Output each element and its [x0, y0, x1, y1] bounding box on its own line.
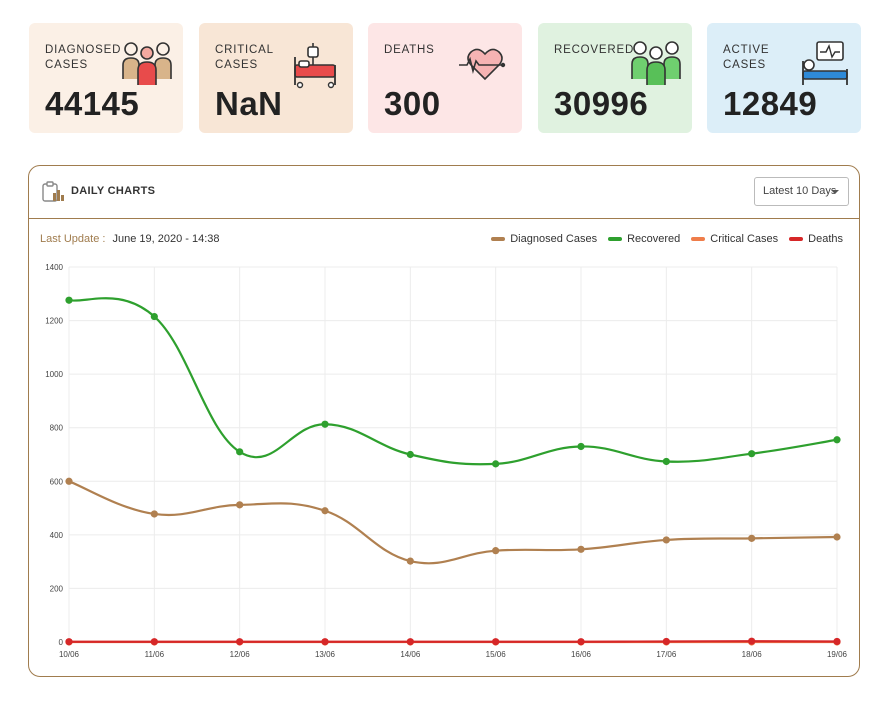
data-point-diagnosed-cases: [833, 533, 841, 541]
chart-legend: Diagnosed Cases Recovered Critical Cases…: [491, 233, 843, 245]
data-point-deaths: [65, 638, 73, 646]
stat-card-critical: Critical Cases NaN: [199, 23, 353, 133]
data-point-deaths: [321, 638, 329, 646]
hospital-bed-icon: [294, 43, 336, 89]
data-point-recovered: [406, 450, 414, 459]
data-point-deaths: [406, 638, 414, 646]
legend-label: Diagnosed Cases: [510, 233, 598, 245]
legend-swatch: [789, 237, 804, 241]
legend-item-critical[interactable]: Critical Cases: [691, 233, 778, 245]
data-point-diagnosed-cases: [236, 501, 244, 509]
legend-item-diagnosed[interactable]: Diagnosed Cases: [491, 233, 597, 245]
stat-label: Active Cases: [723, 44, 770, 71]
data-point-deaths: [748, 637, 756, 645]
data-point-diagnosed-cases: [406, 557, 414, 565]
stat-label: Recovered: [554, 44, 635, 56]
data-point-deaths: [577, 638, 585, 646]
legend-swatch: [491, 237, 506, 241]
series-line-diagnosed-cases: [68, 480, 838, 565]
y-tick-label: 600: [50, 477, 64, 486]
y-tick-label: 800: [50, 424, 64, 433]
x-tick-label: 11/06: [145, 650, 165, 659]
data-point-deaths: [833, 637, 841, 646]
recovered-people-icon: [631, 41, 681, 85]
stat-value: 44145: [45, 85, 140, 122]
legend-item-deaths[interactable]: Deaths: [789, 233, 843, 245]
daily-line-chart: 0 200 400 600 800 1000 1200 1400 10/06 11/06 12/06…: [45, 263, 848, 659]
last-update-label: Last Update :: [40, 233, 106, 245]
legend-swatch: [691, 237, 706, 241]
last-update: Last Update : June 19, 2020 - 14:38: [40, 233, 220, 245]
x-tick-label: 16/06: [571, 650, 592, 659]
data-point-recovered: [833, 436, 841, 444]
data-point-recovered: [492, 460, 500, 468]
series-line-deaths: [69, 640, 838, 643]
stat-value: 12849: [723, 85, 818, 122]
data-point-diagnosed-cases: [321, 507, 329, 515]
data-point-deaths: [150, 638, 158, 646]
x-tick-label: 18/06: [742, 650, 763, 659]
stat-label: Critical Cases: [215, 44, 274, 71]
stat-card-active: Active Cases 12849: [707, 23, 861, 133]
people-group-icon: [122, 42, 172, 85]
stat-card-deaths: Deaths 300: [368, 23, 522, 133]
data-point-recovered: [321, 420, 329, 428]
stat-label: Deaths: [384, 44, 435, 56]
data-point-diagnosed-cases: [150, 510, 158, 518]
clipboard-chart-icon: [42, 181, 64, 202]
data-point-recovered: [65, 296, 73, 304]
stat-label: Diagnosed Cases: [45, 44, 122, 71]
x-tick-label: 19/06: [827, 650, 848, 659]
data-point-deaths: [662, 637, 670, 646]
series-line-recovered: [68, 297, 838, 466]
stat-value: NaN: [215, 85, 283, 122]
data-point-recovered: [150, 312, 158, 321]
data-point-recovered: [577, 442, 585, 451]
y-tick-label: 0: [59, 638, 64, 647]
data-point-diagnosed-cases: [662, 536, 670, 544]
data-point-deaths: [236, 638, 244, 646]
panel-title: Daily Charts: [71, 185, 156, 197]
data-point-recovered: [662, 457, 670, 466]
data-point-diagnosed-cases: [65, 477, 73, 485]
stat-value: 30996: [554, 85, 649, 122]
data-point-recovered: [236, 448, 244, 456]
chevron-down-icon: [831, 190, 839, 194]
last-update-value: June 19, 2020 - 14:38: [112, 233, 220, 245]
legend-swatch: [608, 237, 623, 241]
range-select-value: Latest 10 Days: [763, 185, 837, 197]
data-point-recovered: [748, 450, 756, 458]
patient-monitor-icon: [802, 41, 848, 85]
stat-card-recovered: Recovered 30996: [538, 23, 692, 133]
heartbeat-icon: [459, 48, 506, 81]
x-tick-label: 12/06: [230, 650, 251, 659]
y-tick-label: 1400: [45, 263, 63, 272]
x-tick-label: 17/06: [656, 650, 677, 659]
legend-item-recovered[interactable]: Recovered: [608, 233, 680, 245]
y-tick-label: 200: [50, 584, 64, 593]
x-tick-label: 15/06: [486, 650, 507, 659]
panel-header: Daily Charts Latest 10 Days: [29, 166, 859, 219]
x-tick-label: 14/06: [400, 650, 421, 659]
stat-card-diagnosed: Diagnosed Cases 44145: [29, 23, 183, 133]
x-tick-label: 13/06: [315, 650, 336, 659]
x-tick-label: 10/06: [59, 650, 80, 659]
range-select[interactable]: Latest 10 Days: [754, 177, 849, 206]
legend-label: Deaths: [808, 233, 843, 245]
y-tick-label: 1200: [45, 317, 63, 326]
data-point-diagnosed-cases: [748, 534, 756, 542]
y-tick-label: 400: [50, 531, 64, 540]
stat-value: 300: [384, 85, 441, 122]
legend-label: Recovered: [627, 233, 681, 245]
data-point-deaths: [492, 638, 500, 646]
data-point-diagnosed-cases: [492, 547, 500, 555]
legend-label: Critical Cases: [710, 233, 779, 245]
y-tick-label: 1000: [45, 370, 63, 379]
daily-charts-panel: Daily Charts Latest 10 Days Last Update …: [28, 165, 860, 677]
data-point-diagnosed-cases: [577, 545, 585, 553]
